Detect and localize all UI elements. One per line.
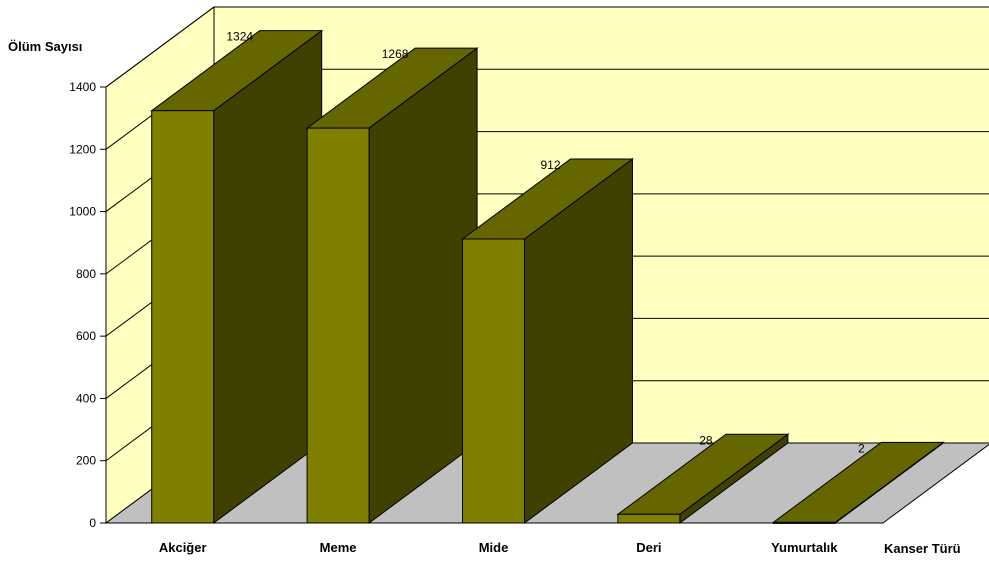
bars: [150, 29, 945, 524]
y-axis: 0 200 400 600 800 1000 1200 1400: [69, 80, 107, 530]
y-tick-label: 1200: [69, 142, 96, 156]
bar-front-face: [151, 110, 215, 524]
y-tick-label: 1000: [69, 205, 96, 219]
y-axis-title: Ölüm Sayısı: [8, 39, 82, 54]
y-tick-label: 1400: [69, 80, 96, 94]
x-axis-title: Kanser Türü: [884, 541, 961, 556]
data-label: 28: [699, 433, 713, 447]
bar-front-face: [462, 238, 525, 524]
bar-side-face: [368, 47, 478, 524]
x-tick-label: Yumurtalık: [771, 540, 838, 555]
data-label: 1268: [382, 47, 409, 61]
bar-meme: [305, 47, 479, 524]
bar-front-face: [772, 521, 836, 524]
data-label: 2: [858, 441, 865, 455]
x-tick-label: Meme: [320, 540, 357, 555]
y-tick-label: 400: [76, 391, 96, 405]
y-tick-label: 200: [76, 454, 96, 468]
x-tick-label: Mide: [479, 540, 509, 555]
y-tick-label: 600: [76, 329, 96, 343]
bar-yumurtalık: [771, 441, 945, 524]
y-tick-label: 800: [76, 267, 96, 281]
bar-akciğer: [150, 29, 324, 524]
bar-side-face: [213, 29, 323, 524]
data-label: 1324: [226, 30, 253, 44]
bar-front-face: [617, 513, 681, 524]
x-tick-label: Deri: [636, 540, 661, 555]
gridline: [105, 6, 989, 88]
bar-front-face: [306, 127, 370, 524]
data-label: 912: [540, 158, 560, 172]
y-tick-label: 0: [89, 516, 96, 530]
bar-deri: [616, 433, 790, 524]
x-tick-label: Akciğer: [159, 540, 207, 555]
labels: 1324 Akciğer 1268 Meme 912 Mide 28 Deri 2 Yumurta…: [159, 30, 865, 555]
bar-mide: [460, 157, 635, 524]
